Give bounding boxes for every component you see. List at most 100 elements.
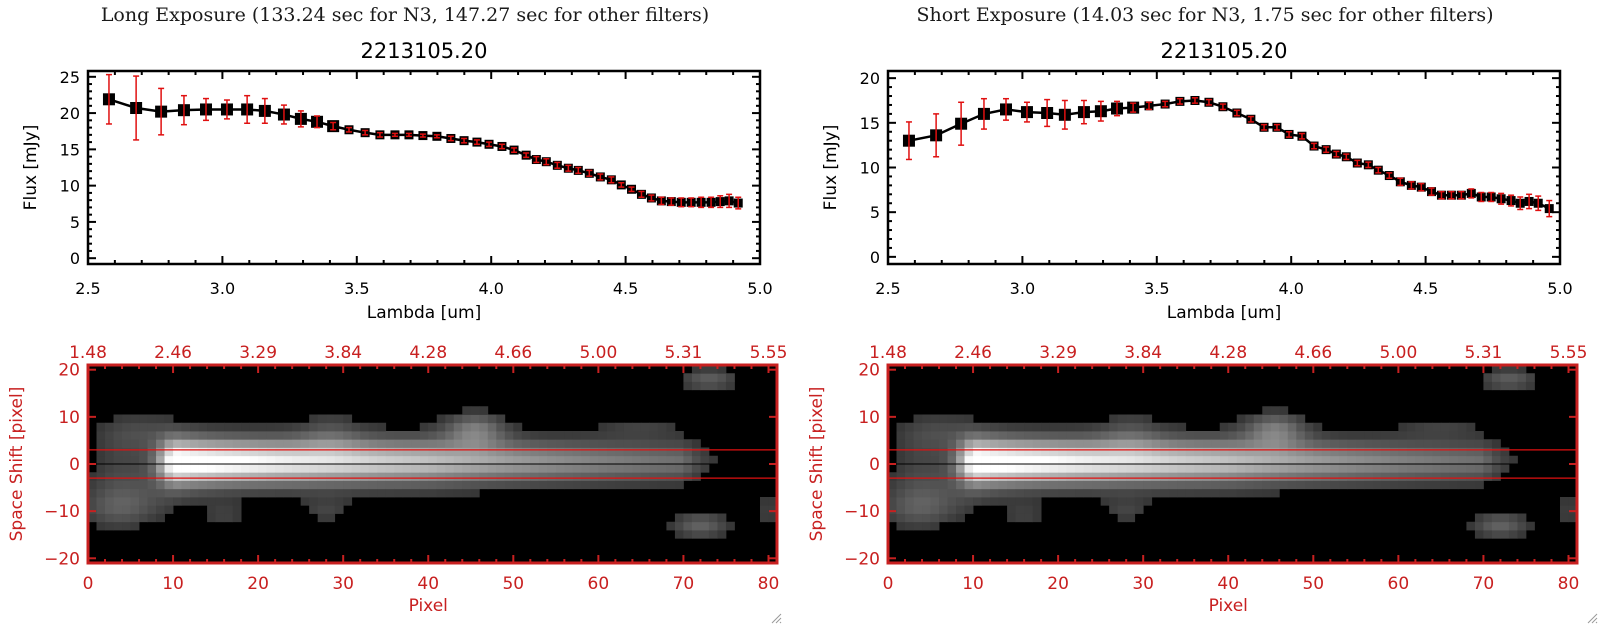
image-cell [334, 505, 344, 514]
image-cell [1202, 447, 1212, 457]
image-cell [1058, 431, 1068, 440]
image-cell [905, 480, 914, 490]
x-tick-label: 50 [502, 574, 524, 594]
image-cell [981, 439, 991, 448]
image-cell [1449, 480, 1459, 490]
image-cell [1041, 472, 1051, 481]
image-cell [922, 431, 931, 440]
resize-grip-icon[interactable] [1586, 612, 1598, 624]
image-cell [1202, 472, 1212, 481]
resize-grip-icon[interactable] [770, 612, 782, 624]
image-cell [241, 439, 251, 448]
image-cell [1092, 464, 1102, 473]
y-tick-label: −10 [844, 502, 880, 522]
image-cell [1194, 464, 1204, 473]
image-cell [198, 480, 208, 490]
image-cell [725, 381, 735, 391]
image-cell [181, 455, 191, 465]
image-cell [913, 488, 923, 498]
image-cell [981, 447, 991, 457]
image-cell [530, 480, 540, 490]
image-cell [224, 513, 234, 523]
image-cell [606, 464, 616, 473]
image-cell [419, 472, 429, 481]
image-cell [1143, 439, 1153, 448]
image-cell [309, 472, 319, 481]
image-cell [428, 472, 438, 481]
image-cell [1381, 439, 1391, 448]
image-cell [300, 464, 310, 473]
image-cell [173, 431, 182, 440]
image-cell [717, 513, 727, 523]
image-cell [998, 472, 1008, 481]
image-cell [1389, 455, 1399, 465]
image-cell [1381, 455, 1391, 465]
image-cell [1330, 431, 1340, 440]
x-tick-label: 3.5 [344, 279, 369, 298]
image-cell [1007, 431, 1016, 440]
image-cell [496, 422, 506, 432]
image-cell [1066, 447, 1076, 457]
image-cell [700, 455, 710, 465]
error-bar [1428, 187, 1435, 196]
image-cell [973, 439, 982, 448]
image-cell [657, 480, 667, 490]
image-cell [1321, 455, 1331, 465]
image-cell [113, 521, 123, 531]
image-cell [479, 414, 489, 424]
image-cell [300, 472, 310, 481]
image-cell [1202, 464, 1212, 473]
image-cell [1500, 464, 1510, 473]
image-cell [1279, 472, 1289, 481]
image-cell [990, 422, 999, 432]
image-cell [1474, 447, 1484, 457]
image-cell [1287, 447, 1297, 457]
image-cell [215, 513, 225, 523]
image-cell [896, 447, 906, 457]
image-cell [1347, 431, 1357, 440]
image-cell [1058, 455, 1068, 465]
error-bar [1517, 196, 1524, 211]
image-cell [283, 422, 293, 432]
image-cell [215, 505, 225, 514]
image-cell [930, 431, 940, 440]
image-cell [1347, 439, 1357, 448]
image-cell [1160, 455, 1170, 465]
image-cell [479, 480, 489, 490]
image-cell [1296, 455, 1306, 465]
image-cell [1449, 455, 1459, 465]
image-cell [156, 497, 165, 506]
image-cell [1245, 480, 1255, 490]
image-cell [964, 488, 974, 498]
image-cell [1100, 488, 1110, 498]
image-cell [258, 455, 268, 465]
image-cell [1568, 505, 1578, 514]
image-cell [939, 455, 948, 465]
y-tick-label: 20 [858, 361, 880, 381]
image-cell [258, 472, 268, 481]
image-cell [377, 431, 387, 440]
image-cell [1134, 472, 1144, 481]
image-cell [913, 414, 923, 424]
image-cell [479, 464, 489, 473]
image-cell [258, 447, 268, 457]
image-cell [598, 455, 608, 465]
image-cell [700, 464, 710, 473]
image-cell [1449, 431, 1459, 440]
image-cell [394, 480, 404, 490]
error-bar [391, 132, 398, 138]
image-cell [190, 480, 199, 490]
chart-title: 2213105.20 [1161, 39, 1288, 63]
image-cell [181, 464, 191, 473]
image-cell [198, 431, 208, 440]
image-cell [683, 521, 693, 531]
image-cell [1474, 472, 1484, 481]
image-cell [598, 480, 608, 490]
image-cell [190, 472, 199, 481]
image-cell [1517, 521, 1527, 531]
image-cell [181, 447, 191, 457]
image-cell [1109, 480, 1119, 490]
image-cell [700, 530, 710, 539]
image-cell [1483, 447, 1493, 457]
long-exposure-panel: Long Exposure (133.24 sec for N3, 147.27… [7, 4, 787, 624]
